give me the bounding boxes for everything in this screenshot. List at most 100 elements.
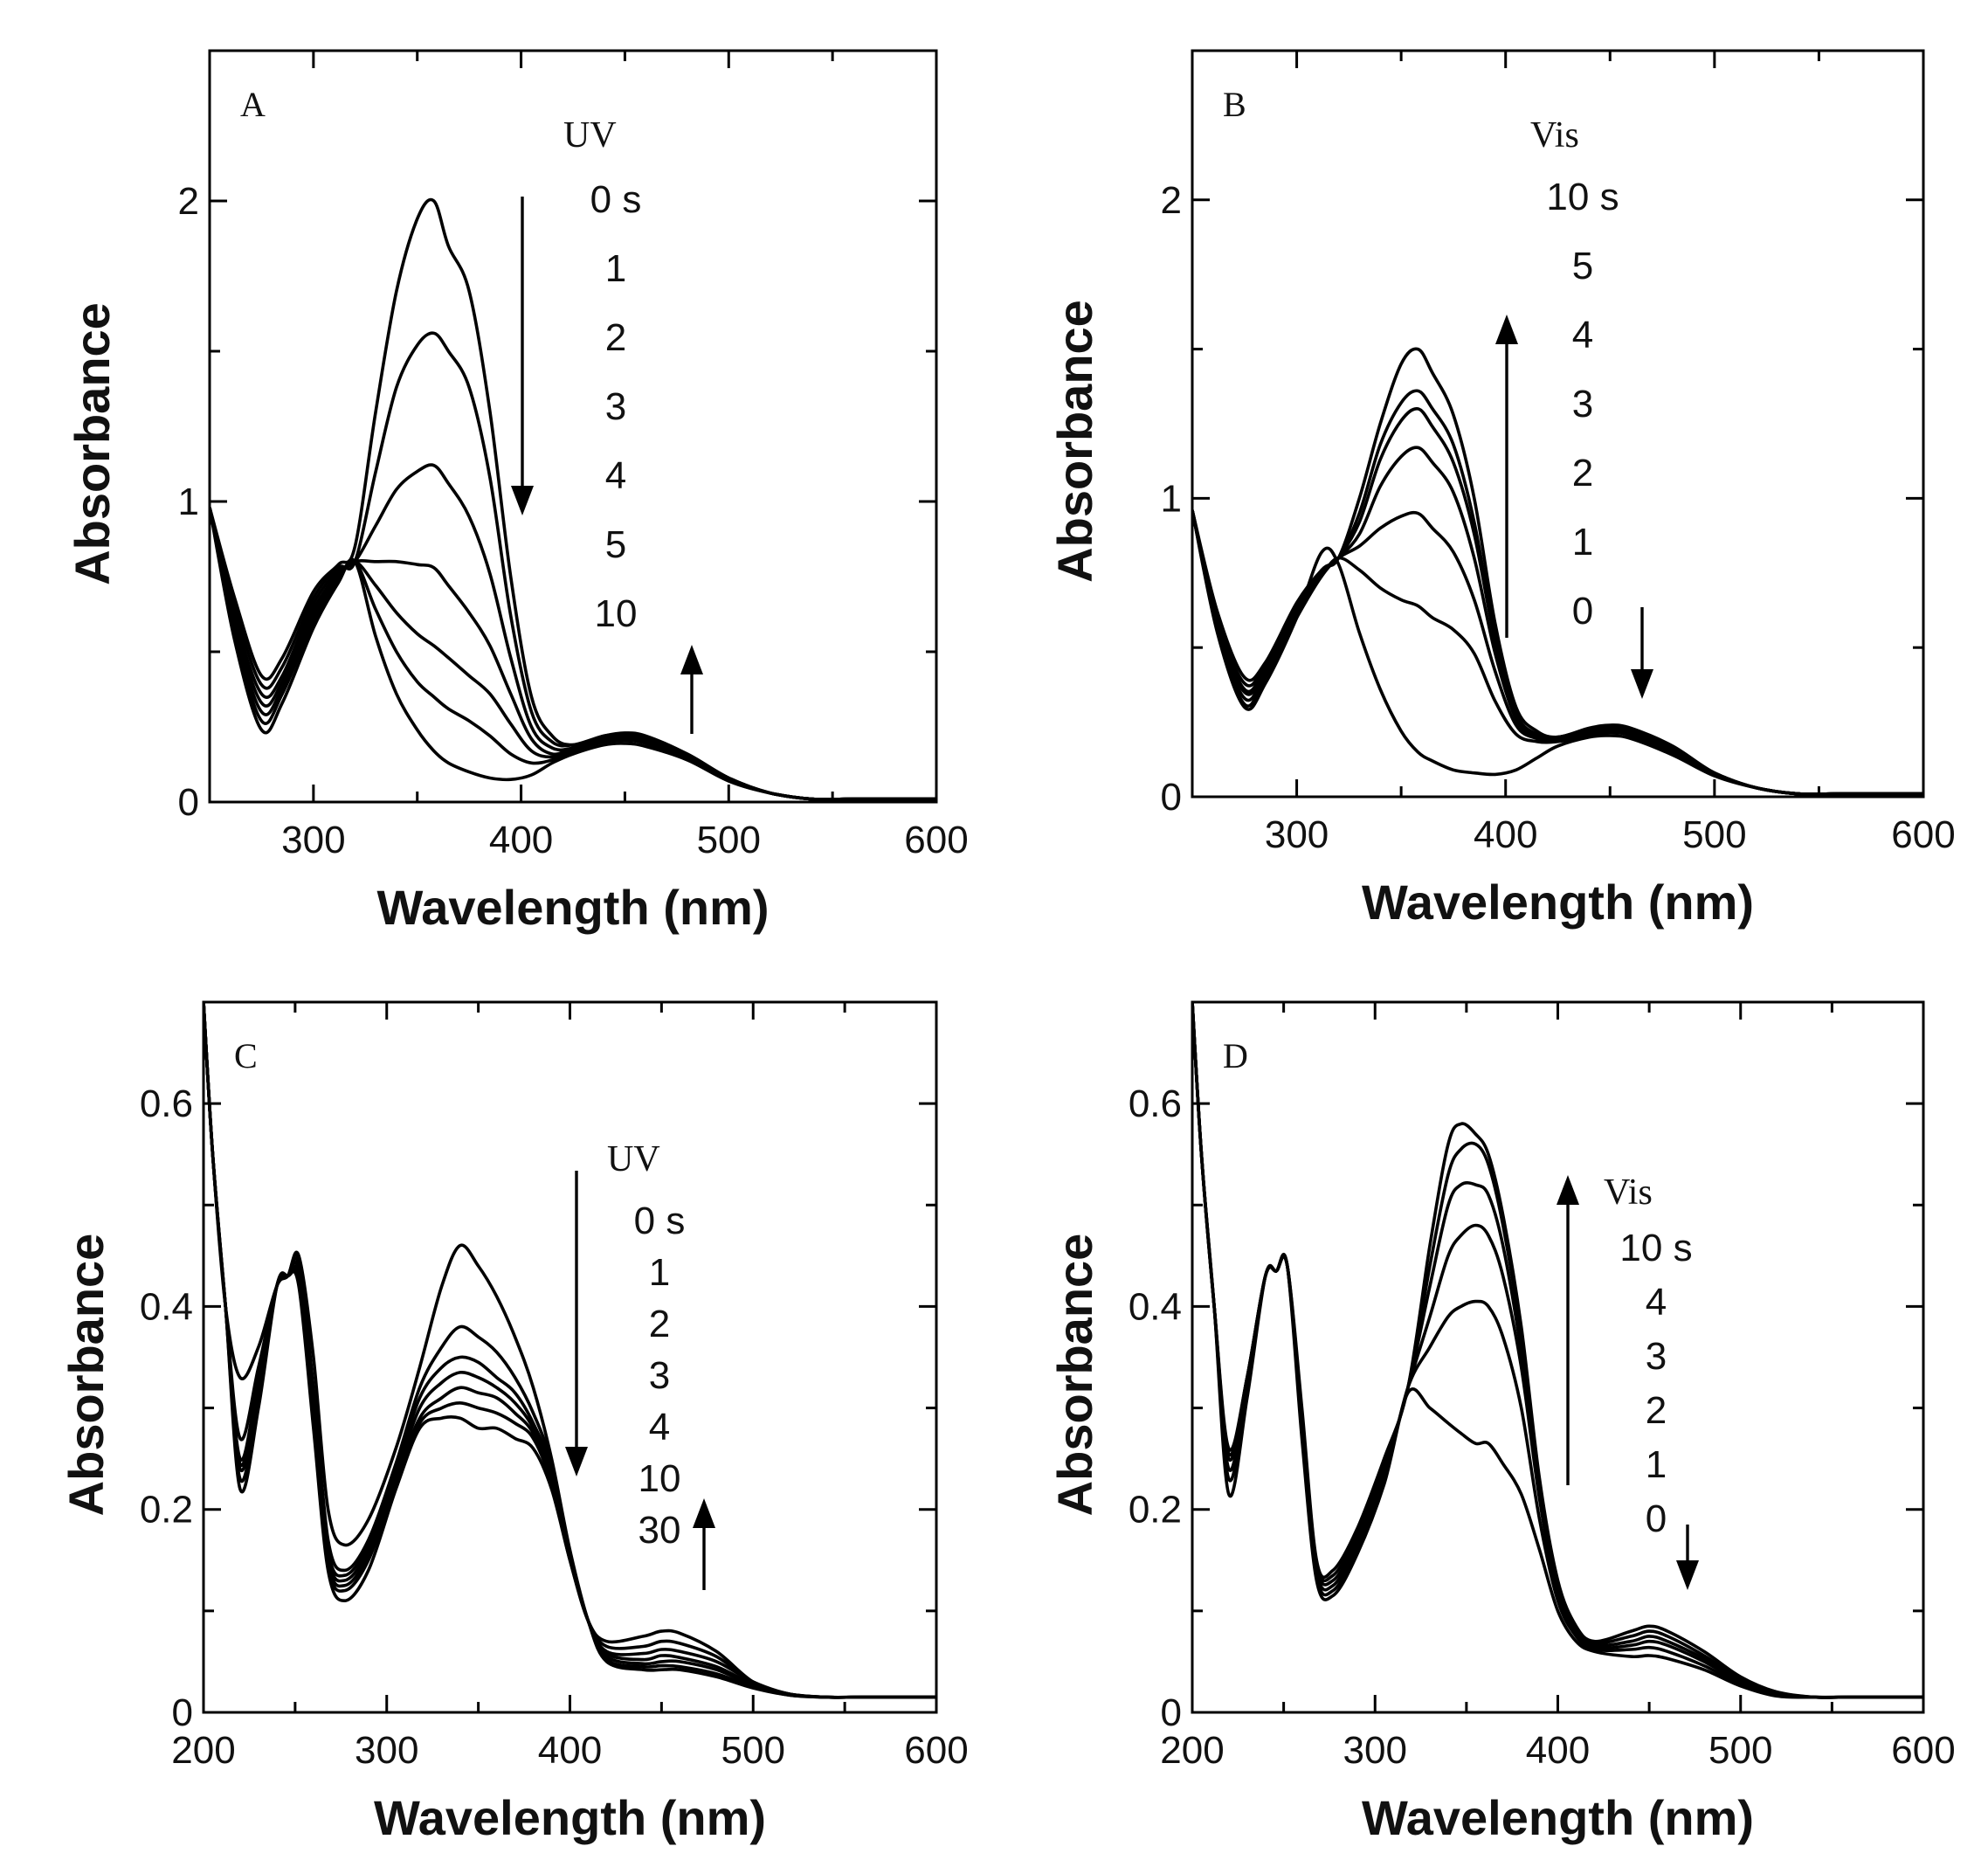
- y-tick-label: 2: [178, 180, 199, 223]
- y-tick-label: 0: [172, 1691, 193, 1734]
- annotation-time-label: 5: [605, 523, 626, 566]
- x-tick-label: 300: [355, 1729, 418, 1772]
- main-trend-arrow-head: [1495, 315, 1518, 344]
- panel-letter: B: [1223, 85, 1246, 124]
- x-tick-label: 400: [489, 819, 553, 861]
- annotation-time-label: 3: [605, 385, 626, 428]
- y-tick-label: 0: [178, 781, 199, 824]
- y-axis-title: Absorbance: [59, 1234, 114, 1517]
- panel-d: 200 300 400 500 600 0 0.2 0.4 0.6 Wavelength (nm)…: [1047, 1000, 1956, 1845]
- annotation-time-label: 4: [1572, 314, 1593, 356]
- y-tick-label: 0.6: [1129, 1082, 1182, 1125]
- x-tick-label: 500: [1708, 1729, 1772, 1772]
- series-line-0s: [204, 1002, 936, 1699]
- x-tick-label: 600: [904, 1729, 968, 1772]
- y-tick-label: 0: [1161, 776, 1182, 819]
- y-tick-label: 0: [1161, 1691, 1182, 1734]
- y-axis-title: Absorbance: [1047, 1234, 1102, 1517]
- annotation-time-label: 4: [649, 1406, 670, 1449]
- annotation-time-label: 10: [639, 1457, 681, 1500]
- annotation-time-label: 0: [1572, 590, 1593, 633]
- x-axis-title: Wavelength (nm): [376, 880, 769, 935]
- y-tick-label: 0.2: [140, 1489, 193, 1532]
- main-trend-arrow-head: [565, 1447, 588, 1476]
- annotation-time-label: 1: [1646, 1443, 1667, 1486]
- x-tick-label: 200: [1160, 1729, 1224, 1772]
- side-trend-arrow-head: [680, 645, 703, 674]
- y-axis-title: Absorbance: [1047, 300, 1102, 583]
- series-line-0: [1192, 1002, 1923, 1699]
- x-tick-label: 300: [1265, 813, 1329, 856]
- x-tick-label: 600: [904, 819, 968, 861]
- series-line-3: [210, 507, 936, 801]
- x-tick-label: 500: [721, 1729, 785, 1772]
- series-line-1: [204, 1002, 936, 1699]
- side-trend-arrow-head: [1676, 1560, 1699, 1590]
- y-tick-label: 0.4: [140, 1285, 193, 1328]
- y-tick-label: 0.6: [140, 1082, 193, 1125]
- y-tick-label: 0.2: [1129, 1489, 1182, 1532]
- y-tick-label: 2: [1161, 179, 1182, 222]
- annotation-time-label: 10 s: [1619, 1227, 1692, 1269]
- annotation-time-label: 2: [649, 1303, 670, 1345]
- series-line-10: [210, 507, 936, 801]
- panel-letter: C: [234, 1036, 258, 1075]
- x-axis-title: Wavelength (nm): [1362, 1790, 1754, 1845]
- x-tick-label: 500: [1682, 813, 1746, 856]
- x-tick-label: 600: [1891, 813, 1955, 856]
- x-tick-label: 600: [1891, 1729, 1955, 1772]
- series-line-10: [204, 1002, 936, 1699]
- x-tick-label: 500: [697, 819, 761, 861]
- annotation-time-label: 10 s: [1546, 176, 1619, 218]
- annotation-header: UV: [563, 115, 617, 156]
- annotation-time-label: 2: [605, 316, 626, 359]
- plot-frame: [208, 49, 938, 804]
- side-trend-arrow-head: [1631, 669, 1653, 699]
- x-tick-label: 400: [538, 1729, 602, 1772]
- series-line-2: [1192, 1002, 1923, 1699]
- series-line-10s: [1192, 347, 1923, 796]
- annotation-time-label: 10: [595, 592, 638, 635]
- annotation-header: Vis: [1530, 115, 1579, 156]
- annotation-time-label: 3: [1572, 383, 1593, 425]
- x-tick-label: 400: [1474, 813, 1537, 856]
- series-line-1: [210, 331, 936, 801]
- series-line-4: [204, 1002, 936, 1699]
- series-line-1: [1192, 509, 1923, 796]
- series-line-4: [210, 507, 936, 801]
- x-tick-label: 300: [1343, 1729, 1407, 1772]
- x-axis-title: Wavelength (nm): [374, 1790, 766, 1845]
- y-tick-label: 0.4: [1129, 1285, 1182, 1328]
- x-tick-label: 400: [1526, 1729, 1590, 1772]
- annotation-time-label: 30: [639, 1509, 681, 1552]
- panel-c: 200 300 400 500 600 0 0.2 0.4 0.6 Wavelength (nm)…: [59, 1000, 969, 1845]
- annotation-time-label: 4: [1646, 1281, 1667, 1324]
- series-line-2: [1192, 509, 1923, 796]
- series-line-30: [204, 1002, 936, 1699]
- y-tick-label: 1: [1161, 477, 1182, 520]
- y-axis-title: Absorbance: [65, 302, 120, 585]
- annotation-time-label: 0 s: [590, 178, 642, 221]
- panel-b: 300 400 500 600 0 1 2 Wavelength (nm) Absorbance…: [1047, 49, 1956, 930]
- series-line-5: [210, 507, 936, 801]
- plot-frame: [1191, 49, 1925, 799]
- side-trend-arrow-head: [693, 1498, 715, 1528]
- x-axis-title: Wavelength (nm): [1362, 875, 1754, 930]
- annotation-time-label: 0: [1646, 1497, 1667, 1540]
- annotation-time-label: 1: [605, 247, 626, 290]
- annotation-time-label: 0 s: [634, 1200, 686, 1242]
- main-trend-arrow-head: [511, 486, 534, 515]
- annotation-time-label: 3: [1646, 1335, 1667, 1378]
- annotation-time-label: 4: [605, 454, 626, 497]
- panel-a: 300 400 500 600 0 1 2 Wavelength (nm) Absorbance…: [65, 49, 969, 935]
- annotation-header: UV: [607, 1139, 660, 1179]
- annotation-time-label: 1: [649, 1251, 670, 1294]
- main-trend-arrow-head: [1557, 1175, 1579, 1205]
- x-tick-label: 300: [281, 819, 345, 861]
- series-line-0s: [210, 197, 936, 801]
- panel-letter: D: [1223, 1036, 1248, 1075]
- annotation-header: Vis: [1604, 1172, 1653, 1213]
- annotation-time-label: 2: [1572, 452, 1593, 494]
- y-tick-label: 1: [178, 481, 199, 523]
- panel-letter: A: [240, 85, 266, 124]
